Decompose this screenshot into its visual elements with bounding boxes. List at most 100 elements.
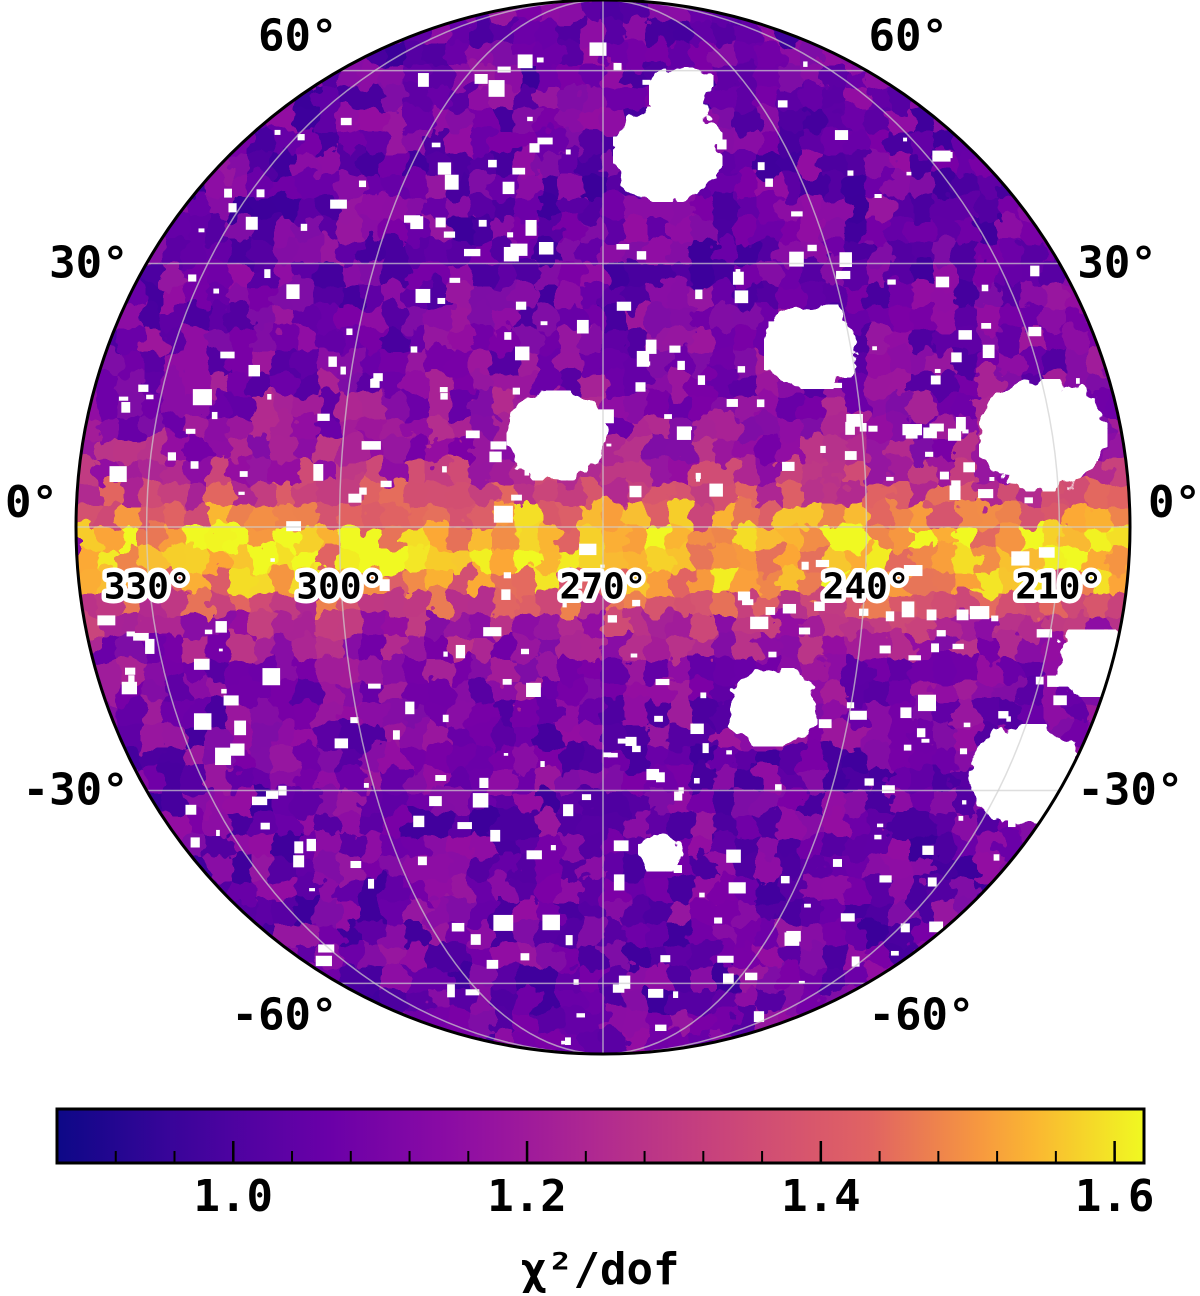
map-cell xyxy=(625,879,649,903)
map-cell xyxy=(537,153,561,177)
map-cell xyxy=(383,351,407,375)
map-cell xyxy=(669,373,693,397)
map-cell xyxy=(823,197,847,221)
map-cell xyxy=(757,461,781,485)
masked-hole xyxy=(198,228,205,233)
map-cell xyxy=(163,263,187,287)
map-cell xyxy=(801,637,825,661)
masked-hole xyxy=(846,413,863,427)
map-cell xyxy=(823,483,847,507)
map-cell xyxy=(1043,351,1067,375)
map-cell xyxy=(361,945,385,969)
map-cell xyxy=(251,527,275,551)
masked-hole xyxy=(776,705,786,710)
map-cell xyxy=(361,659,385,683)
map-cell xyxy=(251,637,275,661)
map-cell xyxy=(317,527,341,551)
map-cell xyxy=(669,571,693,595)
map-cells xyxy=(76,0,1130,1054)
masked-hole xyxy=(879,875,892,883)
masked-hole xyxy=(922,845,934,855)
map-cell xyxy=(867,263,891,287)
map-cell xyxy=(537,351,561,375)
masked-hole xyxy=(370,378,380,388)
longitude-label: 330° xyxy=(104,567,191,608)
map-cell xyxy=(383,747,407,771)
map-cell xyxy=(581,0,605,23)
map-cell xyxy=(141,285,165,309)
map-cell xyxy=(361,109,385,133)
latitude-label: 60° xyxy=(258,11,337,62)
masked-hole xyxy=(886,476,894,481)
map-cell xyxy=(471,1011,495,1035)
map-cell xyxy=(207,417,231,441)
masked-hole xyxy=(211,411,218,420)
map-cell xyxy=(163,483,187,507)
map-cell xyxy=(273,131,297,155)
map-cell xyxy=(933,835,957,859)
map-cell xyxy=(251,703,275,727)
map-cell xyxy=(295,219,319,243)
masked-hole xyxy=(223,695,239,706)
map-cell xyxy=(295,659,319,683)
map-cell xyxy=(229,637,253,661)
map-cell xyxy=(515,87,539,111)
map-cell xyxy=(471,373,495,397)
map-cell xyxy=(317,923,341,947)
map-cell xyxy=(801,967,825,991)
map-cell xyxy=(647,879,671,903)
map-cell xyxy=(229,813,253,837)
map-cell xyxy=(251,725,275,749)
masked-hole xyxy=(380,480,392,488)
map-cell xyxy=(603,791,627,815)
map-cell xyxy=(449,483,473,507)
map-cell xyxy=(317,571,341,595)
map-cell xyxy=(1043,527,1067,551)
masked-hole xyxy=(215,747,232,766)
map-cell xyxy=(405,791,429,815)
masked-hole xyxy=(313,464,324,481)
map-cell xyxy=(867,351,891,375)
map-cell xyxy=(471,131,495,155)
map-cell xyxy=(295,923,319,947)
masked-hole xyxy=(765,607,776,615)
map-cell xyxy=(801,945,825,969)
map-cell xyxy=(427,725,451,749)
map-cell xyxy=(141,549,165,573)
map-cell xyxy=(317,285,341,309)
map-cell xyxy=(383,373,407,397)
masked-hole xyxy=(989,476,995,482)
masked-hole xyxy=(220,351,235,359)
map-cell xyxy=(823,527,847,551)
map-cell xyxy=(295,417,319,441)
map-cell xyxy=(999,571,1023,595)
map-cell xyxy=(493,725,517,749)
map-cell xyxy=(383,791,407,815)
map-cell xyxy=(691,967,715,991)
map-cell xyxy=(141,681,165,705)
map-cell xyxy=(1021,285,1045,309)
map-cell xyxy=(1021,241,1045,265)
map-cell xyxy=(493,461,517,485)
map-cell xyxy=(405,109,429,133)
map-cell xyxy=(911,175,935,199)
map-cell xyxy=(713,417,737,441)
masked-hole xyxy=(550,845,556,851)
map-cell xyxy=(955,527,979,551)
map-cell xyxy=(823,505,847,529)
map-cell xyxy=(779,989,803,1013)
latitude-label: -60° xyxy=(232,989,338,1040)
map-cell xyxy=(493,131,517,155)
map-cell xyxy=(141,307,165,331)
map-cell xyxy=(713,395,737,419)
masked-hole xyxy=(677,360,685,370)
map-cell xyxy=(559,131,583,155)
map-cell xyxy=(823,967,847,991)
masked-hole xyxy=(579,543,597,556)
masked-hole xyxy=(429,796,442,807)
map-cell xyxy=(383,131,407,155)
map-cell xyxy=(625,813,649,837)
map-cell xyxy=(361,87,385,111)
masked-hole xyxy=(1055,674,1070,687)
